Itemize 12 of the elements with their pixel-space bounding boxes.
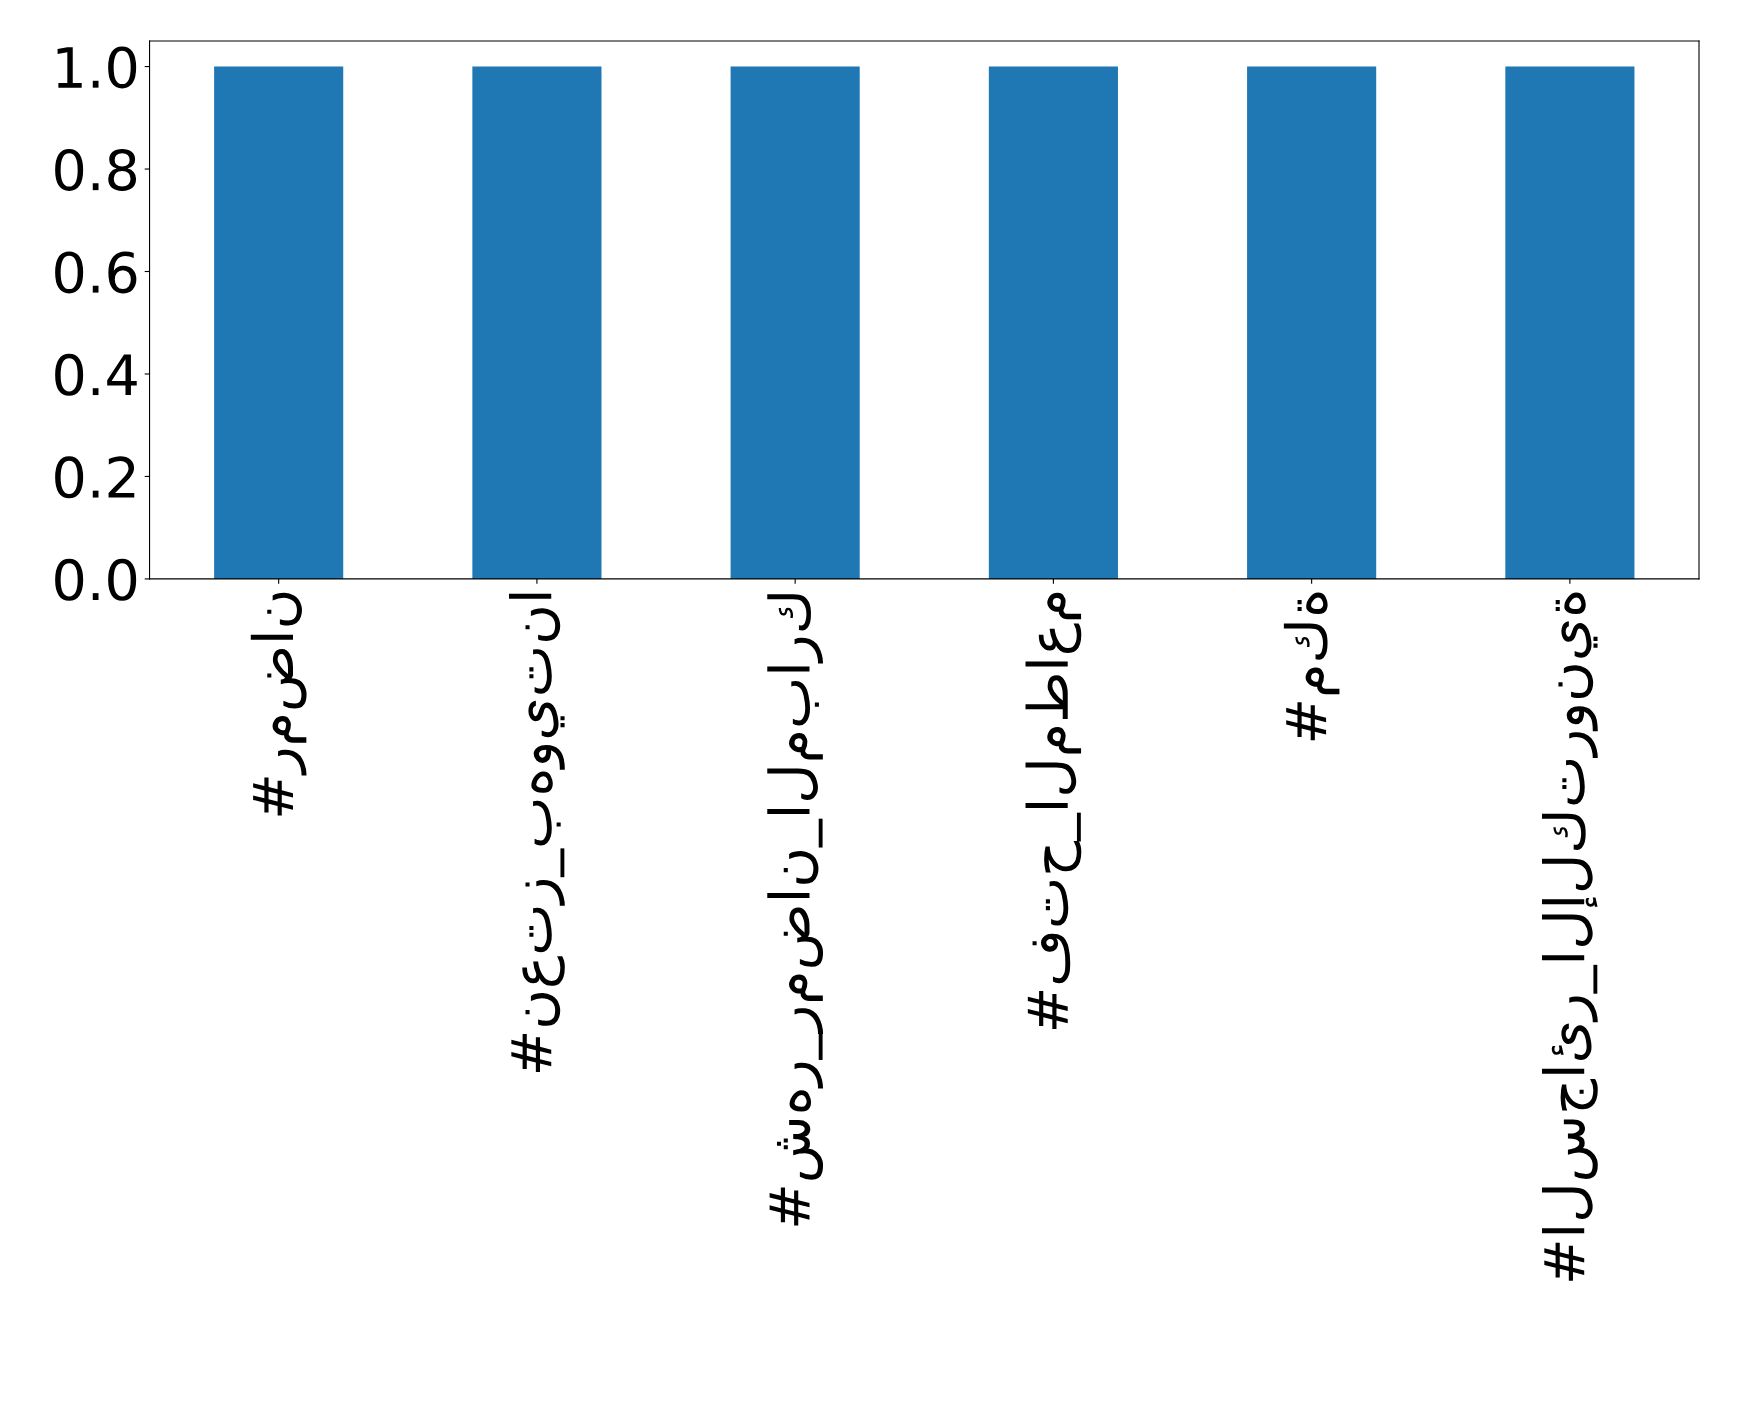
x-tick-label: #السجائر_الإلكترونية [1541, 592, 1598, 1281]
y-tick-label: 0.6 [55, 251, 137, 294]
y-tick-label: 0.2 [55, 456, 135, 499]
x-tick-label: #فتح_المطاعم [1025, 592, 1082, 1029]
y-tick-label: 0.8 [55, 148, 137, 191]
x-tick-label: #شهر_رمضان_المبارك [767, 594, 824, 1226]
y-tick-label: 0.4 [55, 353, 137, 396]
y-tick-label: 0.0 [55, 558, 137, 601]
x-tick-label: #مكة [1283, 592, 1340, 741]
y-tick-label: 1.0 [57, 46, 137, 89]
x-tick-label: #رمضان [250, 592, 307, 816]
x-tick-label: #نعتز_بهويتنا [509, 593, 565, 1073]
